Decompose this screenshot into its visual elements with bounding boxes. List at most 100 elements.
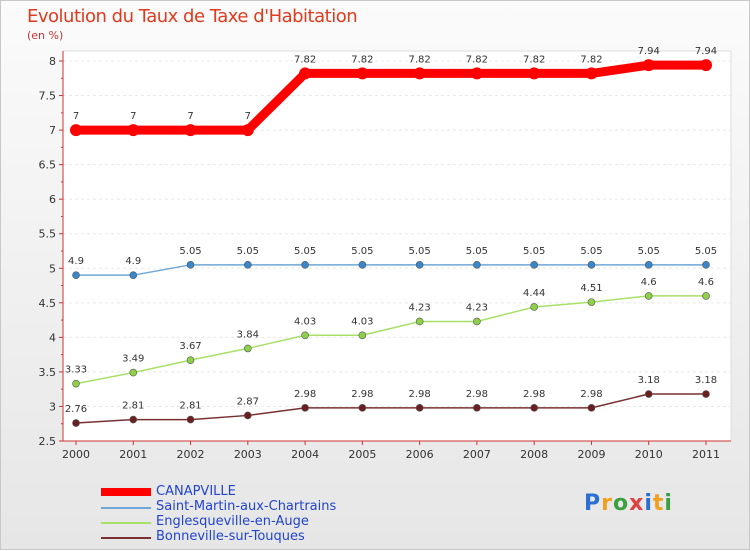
data-label-saint-martin: 5.05	[638, 246, 660, 257]
series-line-saint-martin	[75, 264, 707, 276]
x-tick-label: 2010	[635, 448, 663, 461]
legend-swatch-bonneville	[101, 537, 151, 539]
data-label-englesqueville: 4.03	[294, 316, 316, 327]
data-point-saint-martin	[244, 261, 252, 269]
series-line-canapville	[71, 60, 711, 135]
legend-label-englesqueville: Englesqueville-en-Auge	[156, 514, 309, 529]
data-point-englesqueville	[415, 317, 424, 326]
data-point-bonneville	[473, 404, 481, 412]
y-tick-label: 8	[49, 55, 56, 68]
data-point-bonneville	[530, 404, 538, 412]
data-label-bonneville: 2.98	[409, 389, 431, 400]
data-point-bonneville	[129, 415, 138, 424]
data-label-saint-martin: 5.05	[695, 246, 717, 257]
legend-label-bonneville: Bonneville-sur-Touques	[156, 529, 305, 544]
data-label-saint-martin: 5.05	[179, 246, 201, 257]
data-point-bonneville	[186, 415, 195, 424]
data-label-canapville: 7.82	[294, 54, 316, 65]
data-point-saint-martin	[186, 261, 195, 269]
data-point-bonneville	[587, 404, 596, 412]
data-label-saint-martin: 5.05	[466, 246, 488, 257]
data-label-englesqueville: 3.33	[65, 365, 87, 376]
data-label-saint-martin: 5.05	[351, 246, 373, 257]
data-point-saint-martin	[301, 261, 309, 269]
data-label-bonneville: 3.18	[638, 375, 660, 386]
y-tick-label: 3	[49, 400, 56, 413]
data-label-saint-martin: 5.05	[294, 246, 316, 257]
data-point-englesqueville	[301, 331, 309, 340]
data-point-saint-martin	[129, 271, 138, 279]
x-tick-label: 2001	[119, 448, 147, 461]
data-label-canapville: 7	[187, 111, 193, 122]
data-point-canapville	[127, 124, 140, 137]
legend-swatch-canapville	[101, 488, 151, 496]
data-point-englesqueville	[186, 356, 195, 364]
data-point-englesqueville	[587, 298, 596, 306]
data-point-canapville	[642, 59, 655, 72]
data-point-saint-martin	[473, 261, 481, 269]
data-point-canapville	[700, 59, 712, 72]
legend-label-canapville: CANAPVILLE	[156, 484, 236, 499]
x-tick-label: 2004	[291, 448, 319, 461]
x-tick-label: 2003	[234, 448, 262, 461]
y-tick-label: 5	[49, 262, 56, 275]
legend-swatch-saint-martin	[101, 507, 151, 509]
data-point-canapville	[184, 124, 197, 137]
y-tick-label: 6.5	[39, 159, 57, 172]
data-point-englesqueville	[72, 379, 80, 388]
data-label-englesqueville: 4.6	[698, 277, 714, 288]
x-tick-label: 2002	[177, 448, 205, 461]
x-tick-label: 2009	[577, 448, 605, 461]
y-tick-label: 2.5	[39, 435, 57, 448]
data-point-canapville	[470, 67, 483, 80]
data-point-bonneville	[358, 404, 367, 412]
data-label-canapville: 7.82	[523, 54, 545, 65]
data-point-canapville	[241, 124, 254, 137]
proxiti-logo: Proxiti	[584, 491, 673, 516]
data-label-englesqueville: 3.49	[122, 354, 144, 365]
data-label-bonneville: 2.87	[237, 396, 259, 407]
data-point-englesqueville	[129, 368, 138, 377]
data-point-canapville	[356, 67, 369, 80]
data-label-canapville: 7.82	[351, 54, 373, 65]
data-point-canapville	[585, 67, 598, 80]
y-tick-label: 7.5	[39, 90, 57, 103]
data-label-canapville: 7.94	[695, 46, 717, 57]
x-tick-label: 2006	[406, 448, 434, 461]
data-point-saint-martin	[702, 261, 710, 269]
data-point-bonneville	[244, 411, 252, 420]
data-point-saint-martin	[358, 261, 367, 269]
data-label-bonneville: 3.18	[695, 375, 717, 386]
data-label-englesqueville: 4.6	[641, 277, 657, 288]
chart-title: Evolution du Taux de Taxe d'Habitation	[27, 6, 358, 27]
y-tick-label: 6	[49, 193, 56, 206]
data-point-saint-martin	[72, 271, 80, 279]
data-point-canapville	[299, 67, 312, 80]
data-label-saint-martin: 5.05	[580, 246, 602, 257]
series-line-bonneville	[75, 393, 707, 424]
data-label-saint-martin: 5.05	[237, 246, 259, 257]
x-tick-label: 2000	[62, 448, 90, 461]
y-tick-label: 5.5	[39, 228, 57, 241]
plot-area	[62, 50, 732, 442]
data-label-canapville: 7.94	[638, 46, 660, 57]
data-label-bonneville: 2.98	[523, 389, 545, 400]
y-tick-label: 4	[49, 331, 56, 344]
data-label-bonneville: 2.76	[65, 404, 87, 415]
legend-label-saint-martin: Saint-Martin-aux-Chartrains	[156, 499, 337, 514]
data-label-englesqueville: 4.23	[466, 302, 488, 313]
data-label-saint-martin: 5.05	[409, 246, 431, 257]
data-label-englesqueville: 4.51	[580, 283, 602, 294]
data-point-canapville	[413, 67, 426, 80]
data-point-saint-martin	[530, 261, 538, 269]
data-label-englesqueville: 3.67	[179, 341, 201, 352]
data-point-saint-martin	[587, 261, 596, 269]
data-point-bonneville	[72, 419, 80, 427]
data-point-englesqueville	[358, 331, 367, 340]
legend-swatch-englesqueville	[101, 522, 151, 524]
y-tick-label: 7	[49, 124, 56, 137]
data-label-englesqueville: 3.84	[237, 329, 259, 340]
data-label-canapville: 7	[73, 111, 79, 122]
data-point-englesqueville	[702, 292, 710, 300]
data-label-canapville: 7	[245, 111, 251, 122]
